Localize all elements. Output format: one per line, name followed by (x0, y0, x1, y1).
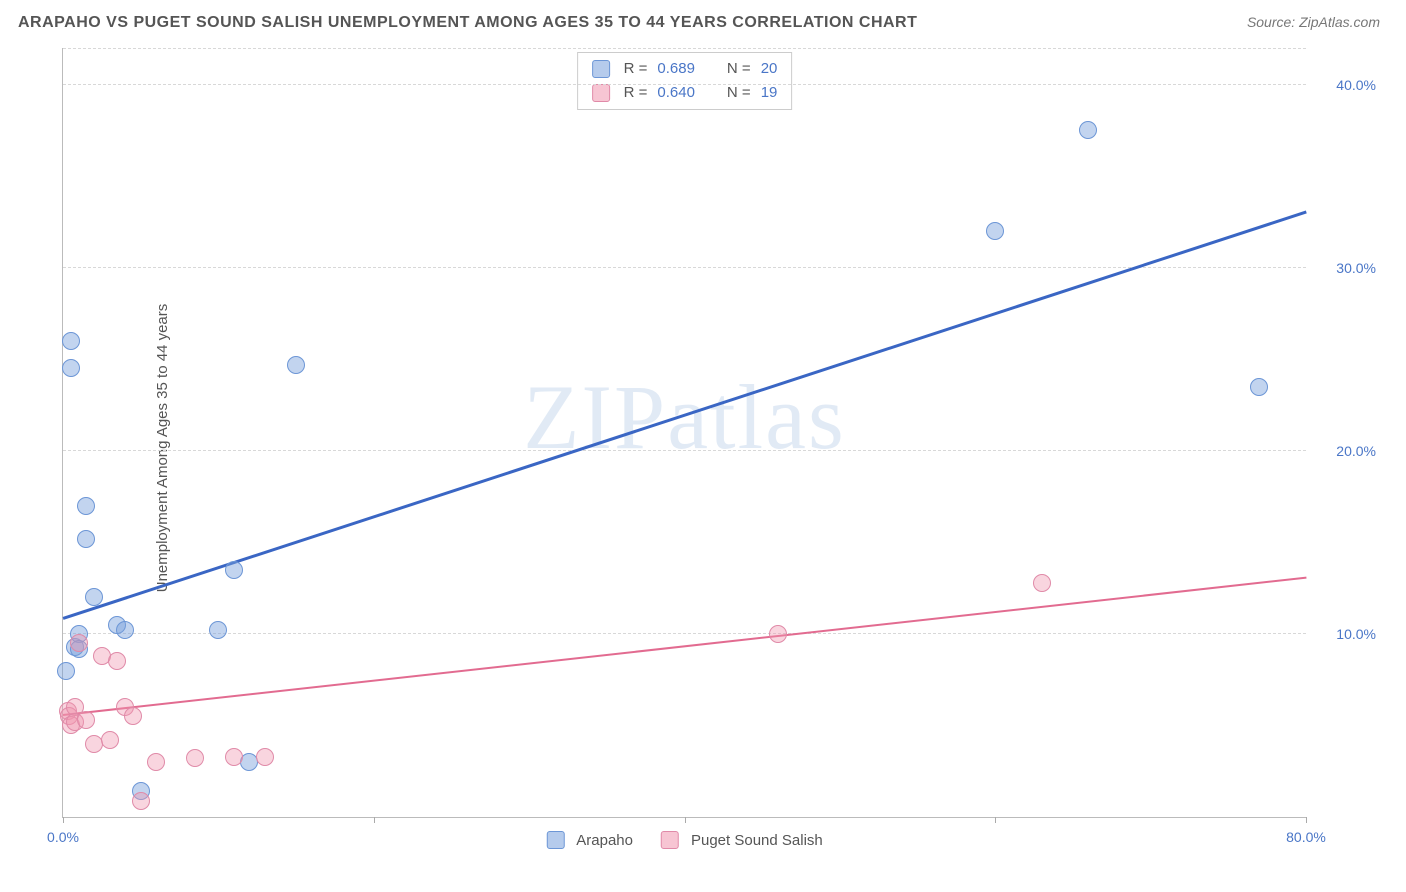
legend-r-label: R = (624, 57, 648, 81)
data-point (62, 332, 80, 350)
gridline-horizontal (63, 267, 1306, 268)
data-point (287, 356, 305, 374)
data-point (108, 652, 126, 670)
data-point (1250, 378, 1268, 396)
y-tick-label: 10.0% (1336, 626, 1376, 642)
data-point (1033, 574, 1051, 592)
data-point (57, 662, 75, 680)
x-tick (374, 817, 375, 823)
x-tick-label: 0.0% (47, 829, 79, 845)
data-point (70, 634, 88, 652)
chart-title: ARAPAHO VS PUGET SOUND SALISH UNEMPLOYME… (18, 14, 917, 32)
legend-swatch (592, 60, 610, 78)
series-legend: Arapaho Puget Sound Salish (546, 831, 822, 849)
x-tick (995, 817, 996, 823)
x-tick (1306, 817, 1307, 823)
y-tick-label: 30.0% (1336, 260, 1376, 276)
data-point (769, 625, 787, 643)
data-point (101, 731, 119, 749)
legend-n-value: 20 (761, 57, 778, 81)
data-point (147, 753, 165, 771)
data-point (116, 621, 134, 639)
scatter-plot: ZIPatlas R =0.689N =20R =0.640N =19 Arap… (62, 48, 1306, 818)
legend-swatch (546, 831, 564, 849)
legend-n-label: N = (727, 57, 751, 81)
legend-swatch (661, 831, 679, 849)
data-point (77, 497, 95, 515)
legend-item: Puget Sound Salish (661, 831, 823, 849)
x-tick (685, 817, 686, 823)
data-point (132, 792, 150, 810)
watermark: ZIPatlas (523, 364, 846, 470)
data-point (77, 530, 95, 548)
correlation-legend: R =0.689N =20R =0.640N =19 (577, 52, 793, 110)
data-point (62, 359, 80, 377)
legend-row: R = 0.689 N = 20 (592, 57, 778, 81)
trend-line (63, 577, 1306, 716)
legend-label: Arapaho (576, 832, 633, 849)
gridline-horizontal (63, 48, 1306, 49)
gridline-horizontal (63, 450, 1306, 451)
x-tick-label: 80.0% (1286, 829, 1326, 845)
legend-label: Puget Sound Salish (691, 832, 823, 849)
data-point (124, 707, 142, 725)
gridline-horizontal (63, 84, 1306, 85)
data-point (225, 561, 243, 579)
data-point (986, 222, 1004, 240)
title-bar: ARAPAHO VS PUGET SOUND SALISH UNEMPLOYME… (0, 0, 1406, 36)
legend-r-value: 0.689 (657, 57, 695, 81)
y-tick-label: 20.0% (1336, 443, 1376, 459)
legend-swatch (592, 84, 610, 102)
x-tick (63, 817, 64, 823)
source-attribution: Source: ZipAtlas.com (1247, 14, 1380, 30)
gridline-horizontal (63, 633, 1306, 634)
data-point (77, 711, 95, 729)
data-point (209, 621, 227, 639)
data-point (225, 748, 243, 766)
legend-item: Arapaho (546, 831, 633, 849)
y-tick-label: 40.0% (1336, 77, 1376, 93)
data-point (256, 748, 274, 766)
plot-area: Unemployment Among Ages 35 to 44 years Z… (48, 48, 1386, 848)
data-point (85, 588, 103, 606)
data-point (1079, 121, 1097, 139)
data-point (186, 749, 204, 767)
trend-line (63, 210, 1307, 619)
